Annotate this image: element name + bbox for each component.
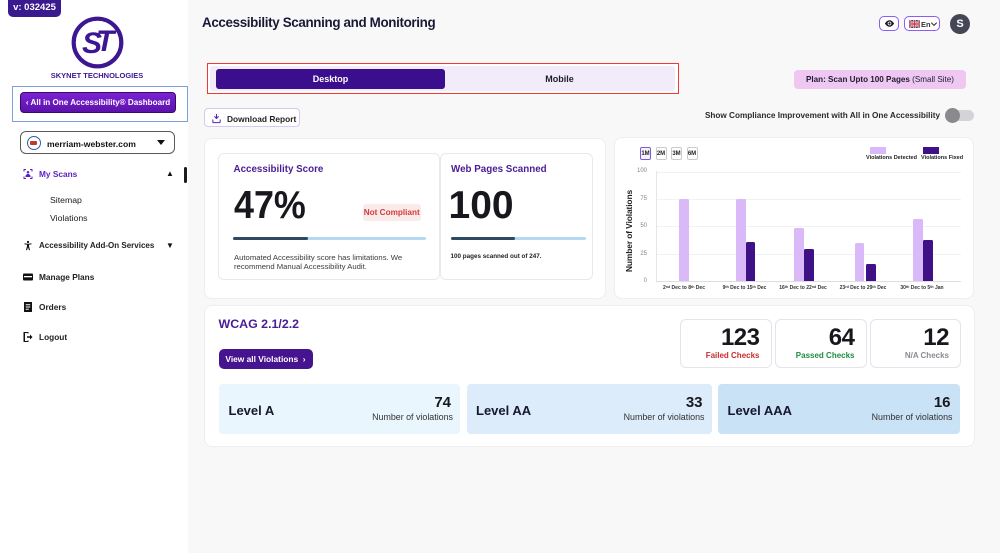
svg-text:S: S bbox=[82, 27, 102, 60]
svg-text:T: T bbox=[96, 25, 117, 58]
